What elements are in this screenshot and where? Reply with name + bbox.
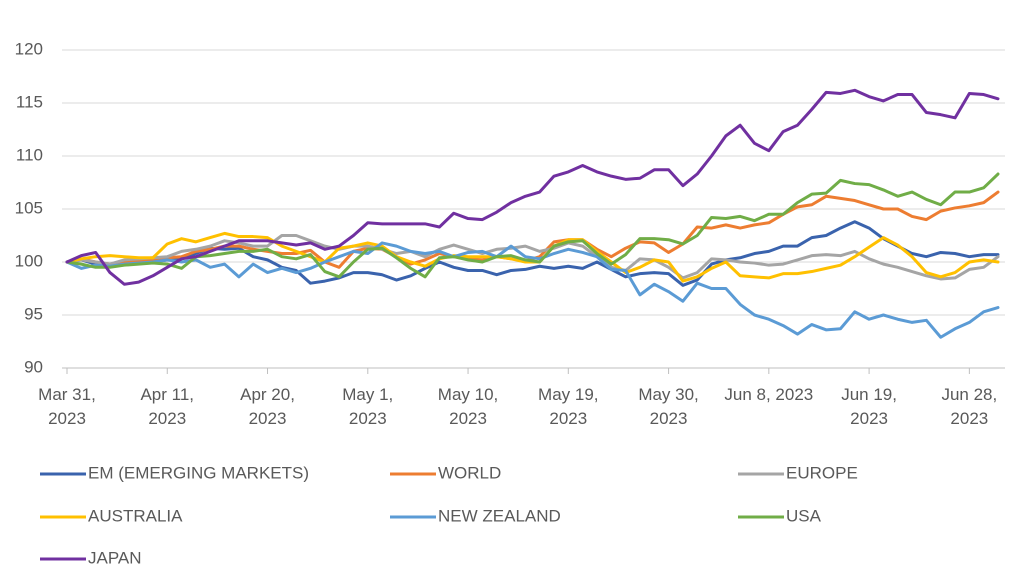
series-line: [65, 220, 1000, 287]
y-tick-label: 90: [24, 357, 43, 376]
legend-label: JAPAN: [88, 548, 142, 567]
x-tick-label: May 19, 2023: [538, 385, 599, 428]
y-tick-label: 115: [16, 92, 43, 111]
series-line: [65, 88, 1000, 286]
legend-label: NEW ZEALAND: [438, 506, 561, 525]
x-tick-label: Jun 8, 2023: [724, 385, 814, 404]
legend-label: EM (EMERGING MARKETS): [88, 463, 309, 482]
x-tick-label: Apr 20, 2023: [240, 385, 295, 428]
series-line: [65, 234, 1000, 281]
x-tick-label: Jun 19, 2023: [841, 385, 897, 428]
y-tick-label: 95: [24, 304, 43, 323]
y-tick-label: 105: [15, 198, 43, 217]
y-tick-label: 110: [16, 145, 43, 164]
legend-label: WORLD: [438, 463, 501, 482]
legend-label: EUROPE: [786, 463, 858, 482]
y-tick-label: 100: [15, 251, 43, 270]
x-tick-label: May 1, 2023: [342, 385, 394, 428]
legend-label: USA: [786, 506, 822, 525]
y-tick-label: 120: [15, 39, 43, 58]
x-tick-label: Apr 11, 2023: [140, 385, 195, 428]
x-tick-label: May 10, 2023: [437, 385, 499, 428]
series-line: [65, 241, 1000, 339]
x-tick-label: Mar 31, 2023: [38, 385, 96, 428]
x-tick-label: Jun 28, 2023: [941, 385, 998, 428]
legend-label: AUSTRALIA: [88, 506, 183, 525]
series-line: [65, 172, 1000, 279]
x-tick-label: May 30, 2023: [638, 385, 699, 428]
